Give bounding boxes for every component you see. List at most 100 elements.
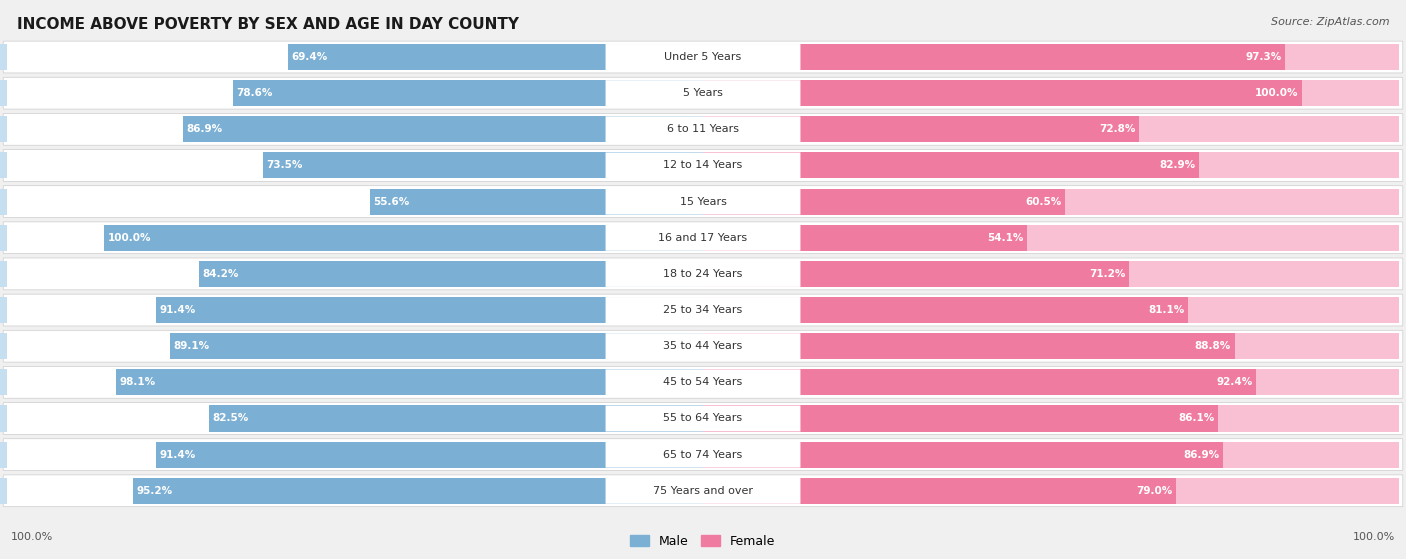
- Text: 91.4%: 91.4%: [159, 305, 195, 315]
- Bar: [800, 405, 1399, 432]
- Bar: [800, 369, 1399, 395]
- Bar: [104, 225, 703, 251]
- Bar: [703, 80, 1302, 106]
- Bar: [0, 442, 7, 468]
- FancyBboxPatch shape: [606, 188, 800, 215]
- FancyBboxPatch shape: [3, 330, 1403, 362]
- FancyBboxPatch shape: [606, 261, 800, 287]
- Bar: [800, 188, 1399, 215]
- Bar: [156, 442, 703, 468]
- Text: 72.8%: 72.8%: [1099, 124, 1135, 134]
- Bar: [0, 369, 7, 395]
- Text: 18 to 24 Years: 18 to 24 Years: [664, 269, 742, 279]
- Bar: [800, 153, 1399, 178]
- Text: 35 to 44 Years: 35 to 44 Years: [664, 341, 742, 351]
- Text: 100.0%: 100.0%: [1353, 532, 1395, 542]
- Text: 15 Years: 15 Years: [679, 197, 727, 207]
- Bar: [703, 405, 1219, 432]
- Text: 82.9%: 82.9%: [1160, 160, 1195, 170]
- Bar: [263, 153, 703, 178]
- Legend: Male, Female: Male, Female: [626, 530, 780, 553]
- Text: 97.3%: 97.3%: [1246, 52, 1282, 62]
- FancyBboxPatch shape: [3, 150, 1403, 181]
- Bar: [134, 478, 703, 504]
- Bar: [0, 405, 7, 432]
- Bar: [800, 116, 1399, 143]
- Bar: [800, 297, 1399, 323]
- Bar: [800, 333, 1399, 359]
- FancyBboxPatch shape: [3, 367, 1403, 398]
- FancyBboxPatch shape: [3, 294, 1403, 326]
- FancyBboxPatch shape: [3, 402, 1403, 434]
- FancyBboxPatch shape: [3, 77, 1403, 109]
- Text: 54.1%: 54.1%: [987, 233, 1024, 243]
- Text: 71.2%: 71.2%: [1090, 269, 1126, 279]
- Text: INCOME ABOVE POVERTY BY SEX AND AGE IN DAY COUNTY: INCOME ABOVE POVERTY BY SEX AND AGE IN D…: [17, 17, 519, 32]
- Text: 92.4%: 92.4%: [1216, 377, 1253, 387]
- Text: 75 Years and over: 75 Years and over: [652, 486, 754, 496]
- Text: 55 to 64 Years: 55 to 64 Years: [664, 414, 742, 424]
- Bar: [288, 44, 703, 70]
- FancyBboxPatch shape: [606, 80, 800, 106]
- Bar: [703, 333, 1234, 359]
- Bar: [703, 261, 1129, 287]
- Text: 73.5%: 73.5%: [267, 160, 302, 170]
- Text: 91.4%: 91.4%: [159, 449, 195, 459]
- Text: 100.0%: 100.0%: [1254, 88, 1298, 98]
- Text: 12 to 14 Years: 12 to 14 Years: [664, 160, 742, 170]
- FancyBboxPatch shape: [606, 44, 800, 70]
- Bar: [0, 153, 7, 178]
- Bar: [703, 44, 1285, 70]
- FancyBboxPatch shape: [606, 478, 800, 504]
- Text: 5 Years: 5 Years: [683, 88, 723, 98]
- FancyBboxPatch shape: [606, 297, 800, 323]
- Bar: [0, 44, 7, 70]
- Bar: [0, 188, 7, 215]
- Text: 60.5%: 60.5%: [1025, 197, 1062, 207]
- Text: 81.1%: 81.1%: [1149, 305, 1185, 315]
- Bar: [0, 333, 7, 359]
- Text: 79.0%: 79.0%: [1136, 486, 1173, 496]
- Text: 84.2%: 84.2%: [202, 269, 239, 279]
- Text: 78.6%: 78.6%: [236, 88, 273, 98]
- Bar: [800, 44, 1399, 70]
- Bar: [209, 405, 703, 432]
- Bar: [800, 442, 1399, 468]
- Bar: [703, 478, 1175, 504]
- FancyBboxPatch shape: [606, 225, 800, 251]
- Bar: [115, 369, 703, 395]
- Bar: [0, 261, 7, 287]
- Bar: [0, 478, 7, 504]
- Bar: [703, 188, 1066, 215]
- Text: 86.9%: 86.9%: [187, 124, 222, 134]
- Text: 69.4%: 69.4%: [291, 52, 328, 62]
- Text: 95.2%: 95.2%: [136, 486, 173, 496]
- Text: 86.9%: 86.9%: [1184, 449, 1219, 459]
- FancyBboxPatch shape: [3, 258, 1403, 290]
- Bar: [800, 261, 1399, 287]
- FancyBboxPatch shape: [3, 475, 1403, 506]
- Text: 86.1%: 86.1%: [1178, 414, 1215, 424]
- Text: Under 5 Years: Under 5 Years: [665, 52, 741, 62]
- Text: Source: ZipAtlas.com: Source: ZipAtlas.com: [1271, 17, 1389, 27]
- FancyBboxPatch shape: [606, 369, 800, 395]
- Bar: [0, 297, 7, 323]
- Bar: [800, 80, 1399, 106]
- Bar: [0, 225, 7, 251]
- Bar: [800, 225, 1399, 251]
- Bar: [0, 80, 7, 106]
- Bar: [703, 116, 1139, 143]
- Bar: [170, 333, 703, 359]
- FancyBboxPatch shape: [3, 186, 1403, 217]
- Bar: [0, 116, 7, 143]
- Bar: [183, 116, 703, 143]
- Text: 16 and 17 Years: 16 and 17 Years: [658, 233, 748, 243]
- FancyBboxPatch shape: [606, 153, 800, 178]
- Bar: [800, 478, 1399, 504]
- Bar: [703, 153, 1199, 178]
- Bar: [370, 188, 703, 215]
- FancyBboxPatch shape: [3, 439, 1403, 471]
- Bar: [200, 261, 703, 287]
- Text: 89.1%: 89.1%: [173, 341, 209, 351]
- Bar: [232, 80, 703, 106]
